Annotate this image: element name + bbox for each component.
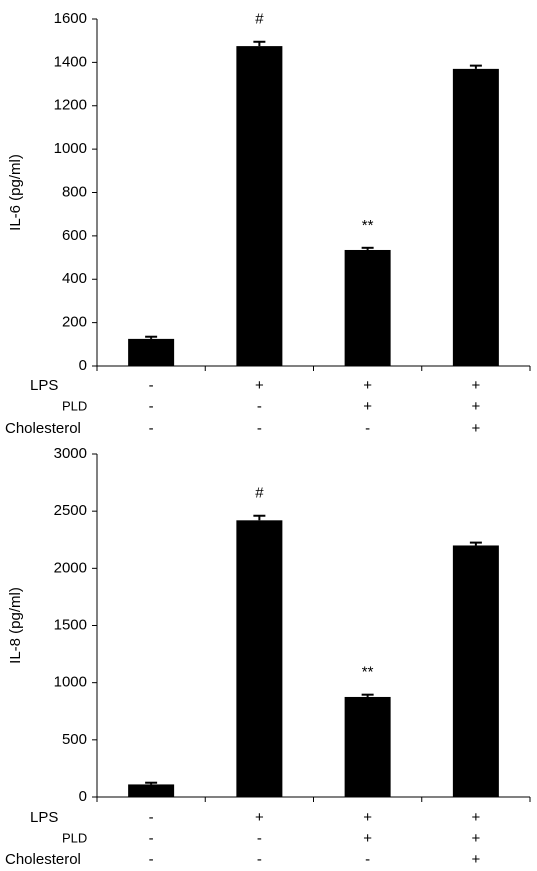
bar bbox=[452, 68, 499, 366]
condition-sign: + bbox=[471, 377, 480, 394]
y-tick-label: 1400 bbox=[54, 53, 87, 70]
condition-label: LPS bbox=[30, 809, 58, 826]
y-tick-label: 0 bbox=[79, 357, 87, 374]
condition-sign: - bbox=[149, 809, 154, 826]
condition-sign: - bbox=[149, 377, 154, 394]
condition-sign: - bbox=[149, 830, 154, 847]
condition-sign: + bbox=[471, 830, 480, 847]
condition-sign: + bbox=[471, 420, 480, 437]
condition-sign: - bbox=[149, 398, 154, 415]
condition-sign: - bbox=[257, 398, 262, 415]
y-tick-label: 200 bbox=[62, 314, 87, 331]
y-tick-label: 2000 bbox=[54, 559, 87, 576]
condition-sign: - bbox=[257, 851, 262, 868]
y-tick-label: 500 bbox=[62, 731, 87, 748]
condition-sign: - bbox=[365, 851, 370, 868]
condition-sign: + bbox=[363, 809, 372, 826]
condition-label: PLD bbox=[62, 830, 87, 845]
y-tick-label: 1000 bbox=[54, 674, 87, 691]
bar bbox=[128, 784, 175, 797]
significance-mark: # bbox=[255, 11, 264, 28]
bar bbox=[344, 696, 391, 797]
y-tick-label: 3000 bbox=[54, 445, 87, 462]
condition-sign: + bbox=[255, 809, 264, 826]
y-tick-label: 800 bbox=[62, 183, 87, 200]
condition-sign: + bbox=[363, 398, 372, 415]
y-tick-label: 400 bbox=[62, 270, 87, 287]
y-tick-label: 1000 bbox=[54, 140, 87, 157]
bar bbox=[128, 338, 175, 366]
condition-sign: + bbox=[363, 377, 372, 394]
y-tick-label: 1600 bbox=[54, 10, 87, 27]
bar bbox=[236, 46, 283, 366]
condition-sign: + bbox=[363, 830, 372, 847]
significance-mark: # bbox=[255, 485, 264, 502]
condition-sign: - bbox=[365, 420, 370, 437]
condition-sign: + bbox=[471, 809, 480, 826]
condition-label: LPS bbox=[30, 377, 58, 394]
y-axis-label: IL-8 (pg/ml) bbox=[7, 587, 24, 664]
bar bbox=[452, 545, 499, 797]
condition-label: Cholesterol bbox=[5, 420, 81, 437]
significance-mark: ** bbox=[362, 664, 374, 681]
condition-sign: - bbox=[257, 420, 262, 437]
condition-sign: + bbox=[471, 398, 480, 415]
y-tick-label: 600 bbox=[62, 227, 87, 244]
y-tick-label: 1500 bbox=[54, 616, 87, 633]
y-tick-label: 1200 bbox=[54, 97, 87, 114]
condition-sign: - bbox=[257, 830, 262, 847]
bar bbox=[344, 249, 391, 366]
condition-label: PLD bbox=[62, 398, 87, 413]
condition-sign: - bbox=[149, 851, 154, 868]
significance-mark: ** bbox=[362, 217, 374, 234]
condition-sign: + bbox=[255, 377, 264, 394]
condition-sign: + bbox=[471, 851, 480, 868]
condition-label: Cholesterol bbox=[5, 851, 81, 868]
y-tick-label: 2500 bbox=[54, 502, 87, 519]
y-tick-label: 0 bbox=[79, 788, 87, 805]
bar bbox=[236, 520, 283, 797]
condition-sign: - bbox=[149, 420, 154, 437]
y-axis-label: IL-6 (pg/ml) bbox=[7, 154, 24, 231]
